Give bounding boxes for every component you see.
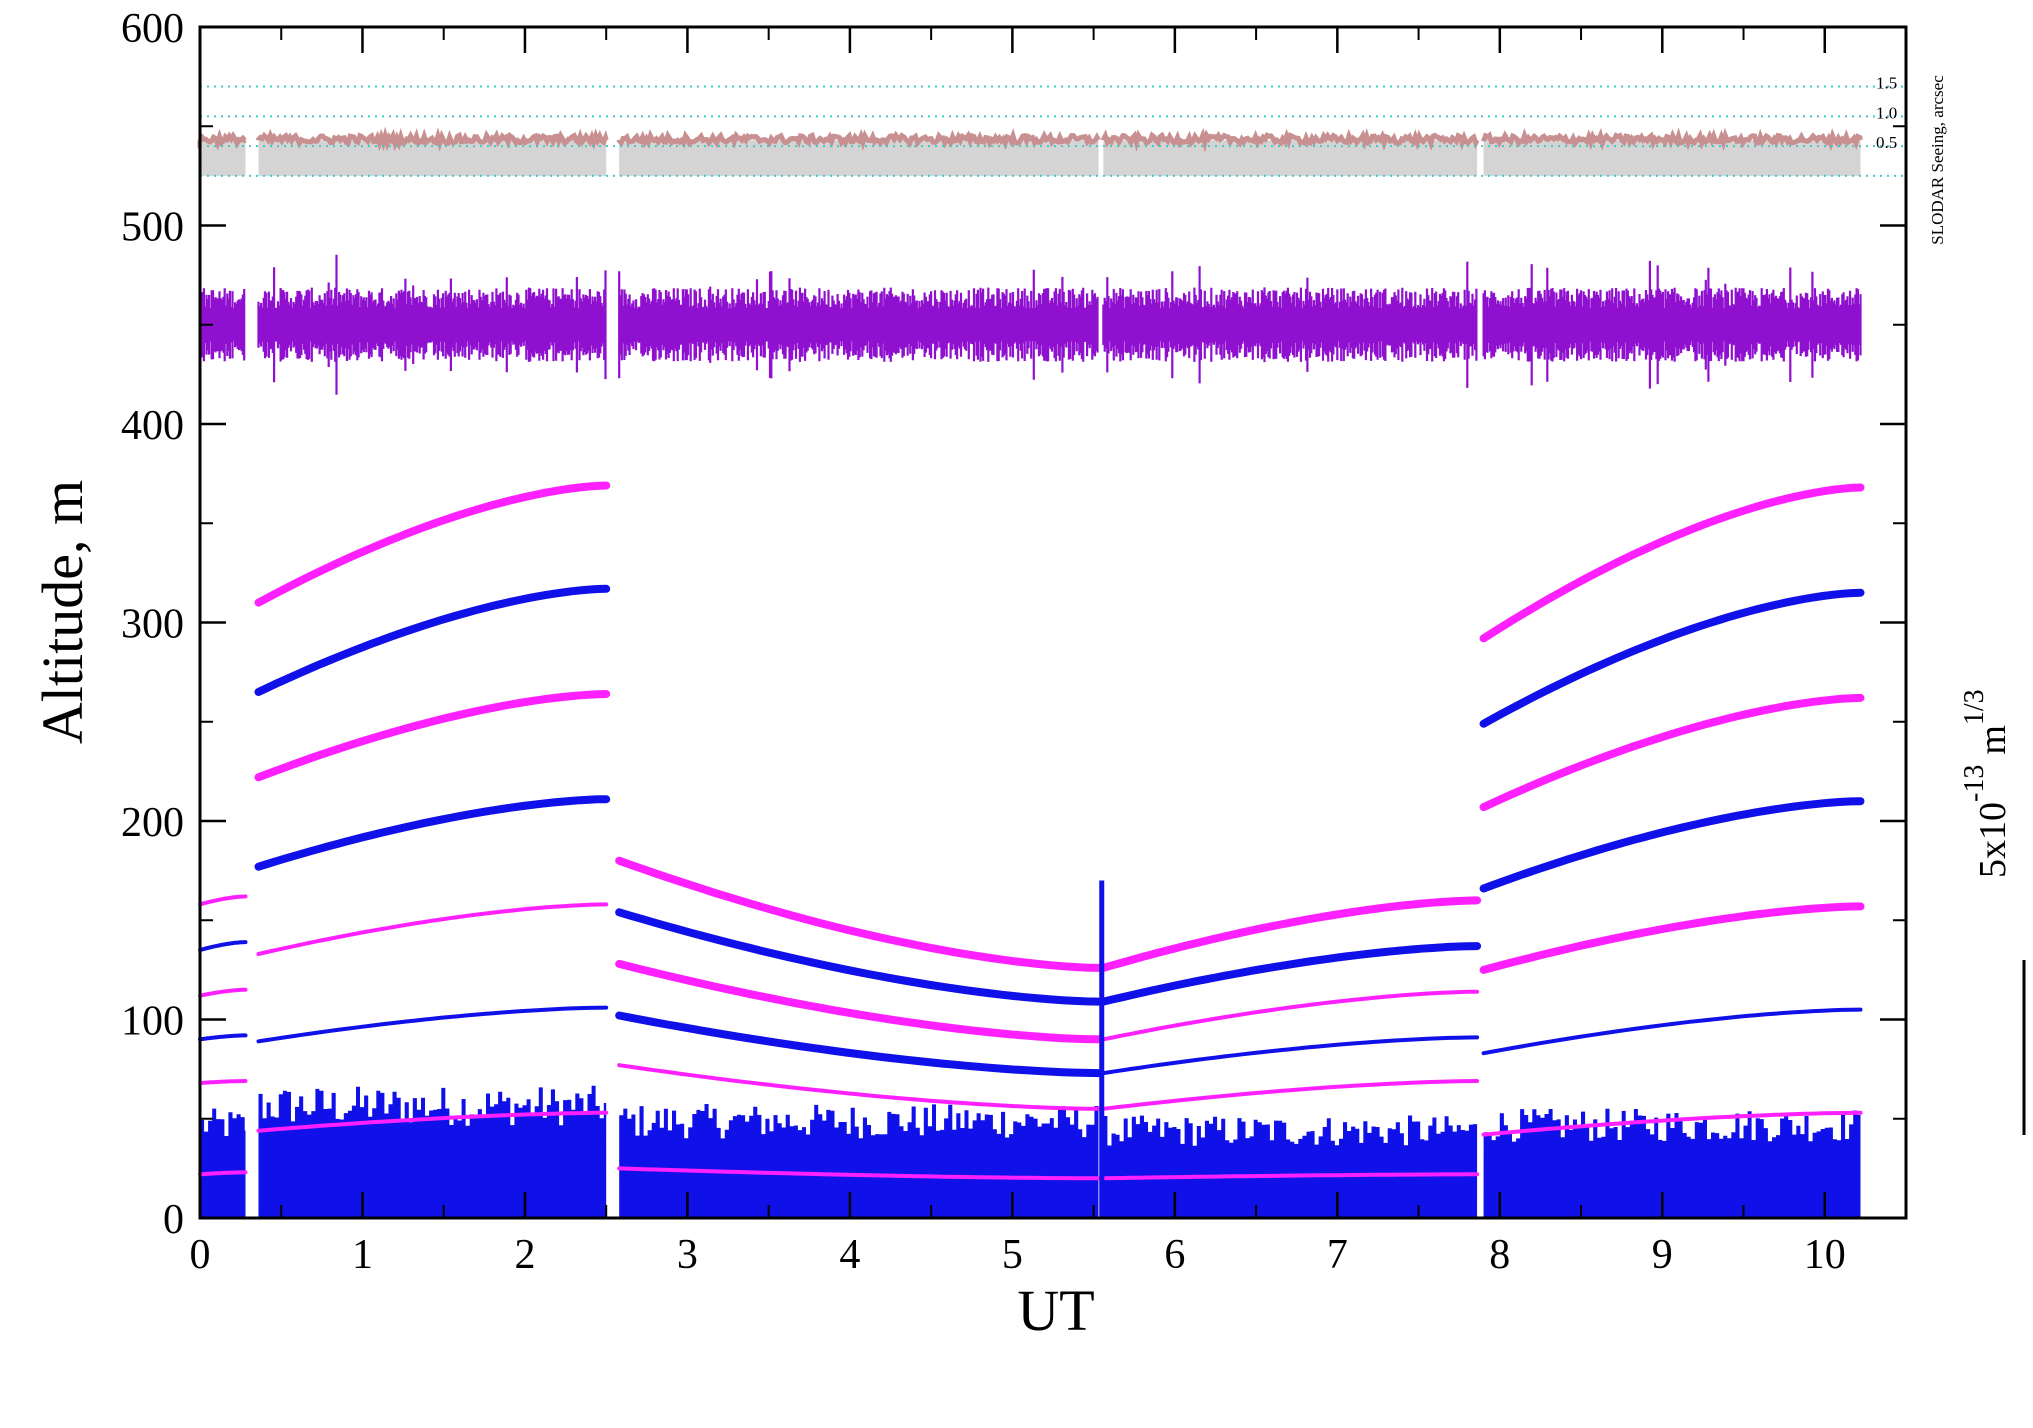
series-line bbox=[198, 987, 248, 998]
seeing-trace bbox=[197, 128, 247, 151]
series-line bbox=[615, 856, 1103, 972]
x-tick-label: 6 bbox=[1164, 1232, 1185, 1278]
y-tick-label: 100 bbox=[121, 999, 184, 1045]
seeing-tick-label: 0.5 bbox=[1876, 133, 1897, 152]
ground-layer-bars bbox=[200, 1085, 1861, 1218]
seeing-axis-title: SLODAR Seeing, arcsec bbox=[1928, 75, 1947, 245]
scale-bar-unit: m bbox=[1972, 725, 2014, 755]
upper-turbulence-band bbox=[198, 254, 1862, 395]
scale-bar-label: 5x10-13 m1/3 bbox=[1959, 689, 2014, 878]
scale-bar-unit-exponent: 1/3 bbox=[1959, 689, 1990, 725]
x-tick-label: 5 bbox=[1002, 1232, 1023, 1278]
scale-bar-mantissa: 5x10 bbox=[1972, 802, 2014, 878]
series-line bbox=[1479, 693, 1865, 812]
y-tick-label: 600 bbox=[121, 6, 184, 52]
x-tick-label: 2 bbox=[514, 1232, 535, 1278]
x-tick-label: 4 bbox=[839, 1232, 860, 1278]
x-tick-label: 7 bbox=[1327, 1232, 1348, 1278]
series-line bbox=[617, 1166, 1101, 1181]
x-tick-label: 10 bbox=[1804, 1232, 1846, 1278]
upper-turbulence-bar bbox=[1102, 261, 1478, 388]
x-tick-label: 1 bbox=[352, 1232, 373, 1278]
series-line bbox=[254, 481, 611, 607]
seeing-band bbox=[197, 85, 1906, 177]
ground-layer-bar bbox=[1483, 1108, 1861, 1218]
upper-turbulence-bar bbox=[1482, 260, 1862, 389]
seeing-trace bbox=[616, 128, 1101, 151]
ground-layer-bar bbox=[258, 1085, 607, 1218]
series-line bbox=[256, 1005, 609, 1044]
series-line bbox=[1479, 797, 1865, 893]
series-line bbox=[198, 894, 248, 907]
x-tick-label: 3 bbox=[677, 1232, 698, 1278]
altitude-series bbox=[198, 481, 1865, 1218]
upper-turbulence-bar bbox=[618, 269, 1099, 380]
series-line bbox=[615, 908, 1103, 1006]
series-line bbox=[1101, 989, 1480, 1042]
series-line bbox=[1481, 1110, 1863, 1137]
series-line bbox=[254, 584, 611, 696]
series-line bbox=[198, 1033, 248, 1042]
series-line bbox=[1099, 942, 1482, 1006]
series-line bbox=[198, 1079, 248, 1085]
ground-layer-bar bbox=[200, 1108, 246, 1218]
scale-bar-exponent: -13 bbox=[1959, 765, 1990, 802]
series-line bbox=[198, 940, 248, 952]
series-line bbox=[1099, 896, 1482, 972]
seeing-trace bbox=[256, 126, 609, 152]
seeing-tick-label: 1.5 bbox=[1876, 74, 1897, 93]
series-line bbox=[1479, 902, 1865, 974]
x-axis-title: UT bbox=[1017, 1278, 1094, 1343]
svg-text:5x10-13m1/3: 5x10-13 m1/3 bbox=[1959, 689, 2014, 878]
series-line bbox=[615, 1011, 1103, 1078]
series-line bbox=[1479, 483, 1865, 643]
upper-turbulence-bar bbox=[257, 254, 607, 395]
series-line bbox=[254, 795, 611, 871]
y-tick-label: 400 bbox=[121, 403, 184, 449]
seeing-trace bbox=[1100, 127, 1480, 153]
series-line bbox=[198, 1170, 248, 1177]
series-line bbox=[615, 959, 1103, 1044]
series-line bbox=[617, 1063, 1101, 1111]
series-line bbox=[256, 902, 609, 956]
y-tick-label: 500 bbox=[121, 205, 184, 251]
y-tick-label: 200 bbox=[121, 800, 184, 846]
ground-layer-bar bbox=[1103, 1115, 1478, 1218]
y-tick-label: 300 bbox=[121, 602, 184, 648]
series-line bbox=[1101, 1035, 1480, 1076]
series-line bbox=[256, 1110, 609, 1133]
x-tick-label: 0 bbox=[190, 1232, 211, 1278]
y-axis-title: Altitude, m bbox=[30, 480, 95, 744]
seeing-tick-label: 1.0 bbox=[1876, 103, 1897, 122]
ground-layer-bar bbox=[619, 1104, 1099, 1218]
series-line bbox=[1481, 1007, 1863, 1056]
series-line bbox=[1479, 588, 1865, 728]
series-line bbox=[1101, 1079, 1480, 1111]
seeing-trace bbox=[1481, 127, 1863, 152]
series-line bbox=[1101, 1172, 1480, 1181]
x-tick-label: 8 bbox=[1489, 1232, 1510, 1278]
y-tick-label: 0 bbox=[163, 1197, 184, 1243]
axis-text: UT Altitude, m SLODAR Seeing, arcsec 5x1… bbox=[30, 75, 2014, 1343]
x-tick-label: 9 bbox=[1652, 1232, 1673, 1278]
series-line bbox=[254, 690, 611, 782]
